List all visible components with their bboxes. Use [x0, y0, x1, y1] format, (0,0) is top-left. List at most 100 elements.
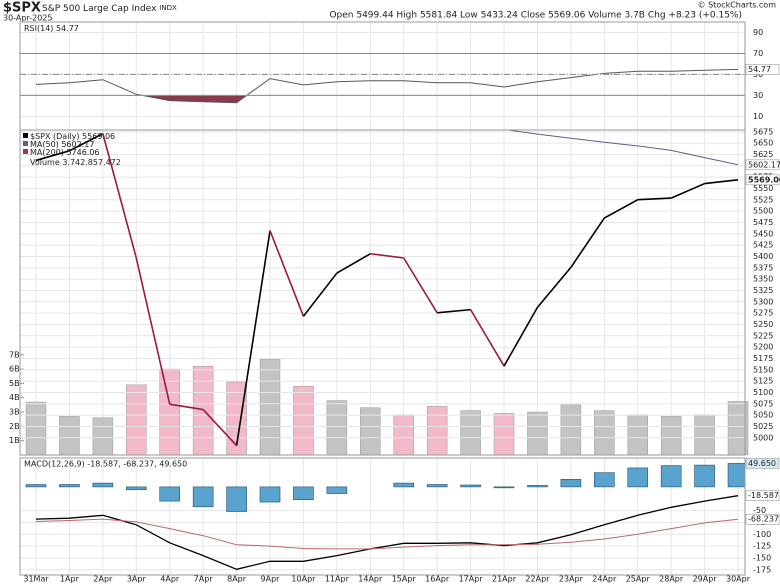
x-tick-label: 16Apr [425, 575, 450, 584]
y-tick-label: 5050 [753, 411, 773, 420]
legend-swatch [23, 149, 28, 154]
value-tag-box [745, 174, 780, 186]
volume-tick-label: 4B [9, 393, 20, 402]
volume-bar [460, 410, 481, 456]
legend-entry: MA(200) 5746.06 [30, 148, 100, 157]
legend-value: 5569.06 [82, 132, 115, 141]
histogram-bar [293, 486, 314, 500]
value-tag-box [745, 64, 780, 75]
y-tick-label: 5225 [753, 331, 773, 340]
y-tick-label: 5150 [753, 365, 773, 374]
y-tick-label: -50 [753, 506, 766, 515]
legend-swatch [23, 141, 28, 146]
histogram-bar [493, 486, 515, 489]
histogram-bar [192, 486, 214, 508]
price-segment [536, 266, 572, 308]
value-tag-box [745, 458, 780, 469]
rsi-line [35, 68, 739, 104]
price-segment [403, 257, 438, 314]
y-tick-label: 5000 [753, 433, 773, 442]
y-tick-label: 5275 [753, 309, 773, 318]
y-tick-label: 5450 [753, 229, 773, 238]
volume-bar [59, 416, 80, 456]
price-segment [469, 309, 505, 367]
x-tick-label: 24Apr [592, 575, 617, 584]
price-segment [202, 409, 238, 447]
x-tick-label: 21Apr [492, 575, 517, 584]
price-frame [19, 129, 746, 456]
y-tick-label: 5300 [753, 297, 773, 306]
price-segment [102, 133, 138, 259]
histogram-bar [259, 486, 281, 503]
price-segment [35, 150, 70, 162]
y-tick-label: 5500 [753, 207, 773, 216]
price-segment [169, 403, 204, 411]
price-segment [704, 179, 739, 185]
volume-bar [25, 401, 47, 456]
date: 30-Apr-2025 [3, 14, 52, 23]
legend-name: MA(50) [30, 140, 59, 149]
histogram-bar [426, 484, 448, 488]
oversold-fill [36, 95, 739, 103]
volume-tick-label: 2B [9, 422, 20, 431]
volume-bar [627, 414, 648, 456]
y-tick-label: 5375 [753, 263, 773, 272]
y-tick-label: 70 [753, 49, 763, 58]
volume-tick-label: 3B [9, 408, 20, 417]
volume-bar [259, 358, 281, 456]
moving-average-line [503, 130, 739, 166]
price-segment [235, 230, 271, 446]
value-tag: 54.77 [748, 65, 771, 74]
y-tick-label: 5350 [753, 275, 773, 284]
volume-bar [126, 384, 147, 456]
x-tick-label: 15Apr [392, 575, 417, 584]
y-tick-label: 5525 [753, 195, 773, 204]
value-tag: 49.650 [748, 459, 776, 468]
x-tick-label: 11Apr [325, 575, 350, 584]
value-tag: 5602.17 [748, 160, 780, 169]
y-tick-label: 30 [753, 91, 763, 100]
price-segment [437, 308, 471, 314]
y-tick-label: 5250 [753, 320, 773, 329]
x-tick-label: 28Apr [659, 575, 684, 584]
price-segment [135, 257, 171, 405]
price-segment [269, 230, 305, 317]
volume-bar [159, 368, 180, 456]
legend-entry: $SPX (Daily) 5569.06 [30, 132, 115, 141]
volume-bar [493, 413, 515, 456]
y-tick-label: 5550 [753, 184, 773, 193]
y-tick-label: 5625 [753, 150, 773, 159]
y-tick-label: 5075 [753, 399, 773, 408]
macd-plot [25, 463, 745, 570]
volume-bar [594, 410, 615, 456]
x-tick-label: 8Apr [227, 575, 247, 584]
histogram-bar [59, 484, 80, 488]
volume-bar [426, 406, 448, 456]
price-segment [69, 132, 104, 152]
histogram-bar [727, 463, 745, 488]
histogram-bar [92, 482, 114, 488]
volume-bar [527, 411, 548, 456]
x-tick-label: 17Apr [459, 575, 484, 584]
x-tick-label: 2Apr [93, 575, 113, 584]
quote: Open 5499.44 High 5581.84 Low 5433.24 Cl… [329, 11, 742, 21]
x-tick-label: 10Apr [291, 575, 316, 584]
histogram-bar [25, 484, 47, 488]
legend-name: $SPX (Daily) [30, 132, 80, 141]
legend-value: 3,742,857,472 [62, 158, 121, 167]
volume-bar [326, 400, 348, 456]
legend-entry: RSI(14) 54.77 [24, 24, 79, 33]
y-tick-label: 5125 [753, 377, 773, 386]
price-segment [370, 252, 404, 259]
y-tick-label: 5325 [753, 286, 773, 295]
x-tick-label: 7Apr [194, 575, 214, 584]
y-tick-label: 5425 [753, 241, 773, 250]
legend-name: Volume [30, 158, 60, 167]
price-segment [670, 182, 705, 199]
legend-entry: MA(50) 5602.17 [30, 140, 94, 149]
histogram-bar [226, 486, 247, 512]
y-tick-label: 5025 [753, 422, 773, 431]
y-tick-label: 5650 [753, 139, 773, 148]
legend-entry: Volume 3,742,857,472 [30, 158, 121, 167]
price-segment [336, 253, 371, 274]
